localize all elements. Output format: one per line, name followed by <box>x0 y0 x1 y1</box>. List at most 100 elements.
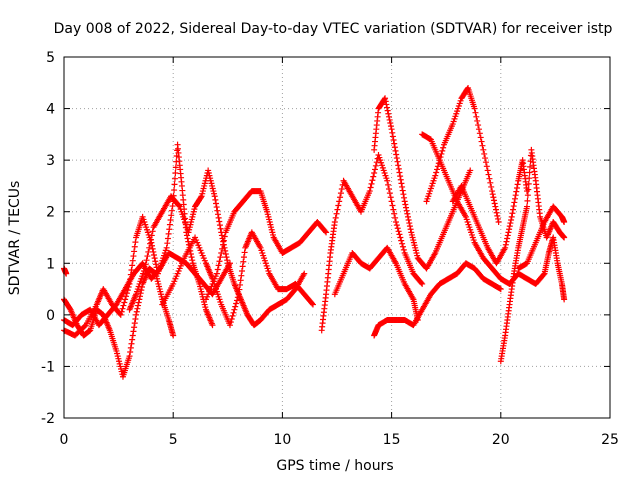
y-tick-label: 1 <box>46 256 55 272</box>
data-point-marker <box>166 221 173 228</box>
series-trace-17 <box>61 265 70 277</box>
data-point-marker <box>513 184 520 191</box>
data-point-marker <box>383 101 390 108</box>
data-point-marker <box>482 159 489 166</box>
series-trace-10 <box>371 95 474 272</box>
data-point-marker <box>502 244 509 251</box>
data-point-marker <box>118 308 125 315</box>
series-trace-7 <box>318 151 426 334</box>
data-point-marker <box>395 162 402 169</box>
data-point-marker <box>171 175 178 182</box>
data-point-marker <box>486 175 493 182</box>
data-point-marker <box>213 204 220 211</box>
x-tick-label: 25 <box>601 432 619 448</box>
series-trace-8 <box>331 244 421 324</box>
data-point-marker <box>403 207 410 214</box>
data-point-marker <box>393 151 400 158</box>
data-point-marker <box>398 180 405 187</box>
data-point-marker <box>385 181 392 188</box>
data-point-marker <box>405 216 412 223</box>
data-point-marker <box>464 85 471 92</box>
data-point-marker <box>117 311 124 318</box>
data-point-marker <box>390 206 397 213</box>
data-point-marker <box>150 248 157 255</box>
data-point-marker <box>184 235 191 242</box>
data-point-marker <box>396 231 403 238</box>
data-point-marker <box>128 340 135 347</box>
data-point-marker <box>135 302 142 309</box>
data-point-marker <box>213 200 220 207</box>
data-point-marker <box>404 213 411 220</box>
data-point-marker <box>472 109 479 116</box>
data-point-marker <box>231 306 238 313</box>
data-point-marker <box>151 255 158 262</box>
data-point-marker <box>540 271 547 278</box>
data-point-marker <box>367 184 374 191</box>
data-point-marker <box>216 222 223 229</box>
data-point-marker <box>152 258 159 265</box>
data-point-marker <box>483 163 490 170</box>
data-point-marker <box>432 172 439 179</box>
data-point-marker <box>171 187 178 194</box>
data-point-marker <box>480 146 487 153</box>
x-tick-label: 15 <box>383 432 401 448</box>
tick-labels-layer: 0 5 10 15 20 25 -2 -1 0 1 2 3 4 5 <box>41 50 619 448</box>
series-trace-12 <box>423 84 502 226</box>
data-point-marker <box>168 207 175 214</box>
data-point-marker <box>214 207 221 214</box>
data-point-marker <box>150 252 157 259</box>
data-point-marker <box>372 166 379 173</box>
data-point-marker <box>163 244 170 251</box>
data-point-marker <box>122 296 129 303</box>
data-point-marker <box>147 240 154 247</box>
data-point-marker <box>510 203 517 210</box>
data-point-marker <box>493 209 500 216</box>
data-point-marker <box>323 229 330 236</box>
data-point-marker <box>337 194 344 201</box>
y-tick-label: 5 <box>46 50 55 66</box>
data-point-marker <box>152 261 159 268</box>
data-point-marker <box>437 154 444 161</box>
data-point-marker <box>366 188 373 195</box>
data-point-marker <box>142 261 149 268</box>
data-point-marker <box>506 223 513 230</box>
data-point-marker <box>120 302 127 309</box>
data-point-marker <box>209 322 216 329</box>
data-point-marker <box>481 150 488 157</box>
data-point-marker <box>133 308 140 315</box>
data-point-marker <box>144 253 151 260</box>
data-point-marker <box>392 214 399 221</box>
data-point-marker <box>136 296 143 303</box>
data-point-marker <box>485 171 492 178</box>
data-point-marker <box>235 291 242 298</box>
data-point-marker <box>129 262 136 269</box>
data-point-marker <box>149 228 156 235</box>
data-point-marker <box>491 197 498 204</box>
data-point-marker <box>337 190 344 197</box>
data-point-marker <box>188 254 195 261</box>
data-point-marker <box>389 202 396 209</box>
series-trace-4 <box>126 167 308 329</box>
data-point-marker <box>419 280 426 287</box>
data-point-marker <box>506 226 513 233</box>
data-point-marker <box>394 158 401 165</box>
data-point-marker <box>513 188 520 195</box>
data-point-marker <box>123 293 130 300</box>
grid-layer <box>64 57 610 418</box>
data-point-marker <box>127 344 134 351</box>
data-point-marker <box>388 126 395 133</box>
data-point-marker <box>218 249 225 256</box>
data-point-marker <box>503 238 510 245</box>
data-point-marker <box>134 305 141 312</box>
data-point-marker <box>213 270 220 277</box>
data-point-marker <box>390 137 397 144</box>
data-point-marker <box>399 187 406 194</box>
data-point-marker <box>149 245 156 252</box>
data-point-marker <box>507 220 514 227</box>
data-point-marker <box>504 232 511 239</box>
data-point-marker <box>467 167 474 174</box>
data-point-marker <box>382 95 389 102</box>
data-point-marker <box>399 240 406 247</box>
data-point-marker <box>229 312 236 319</box>
